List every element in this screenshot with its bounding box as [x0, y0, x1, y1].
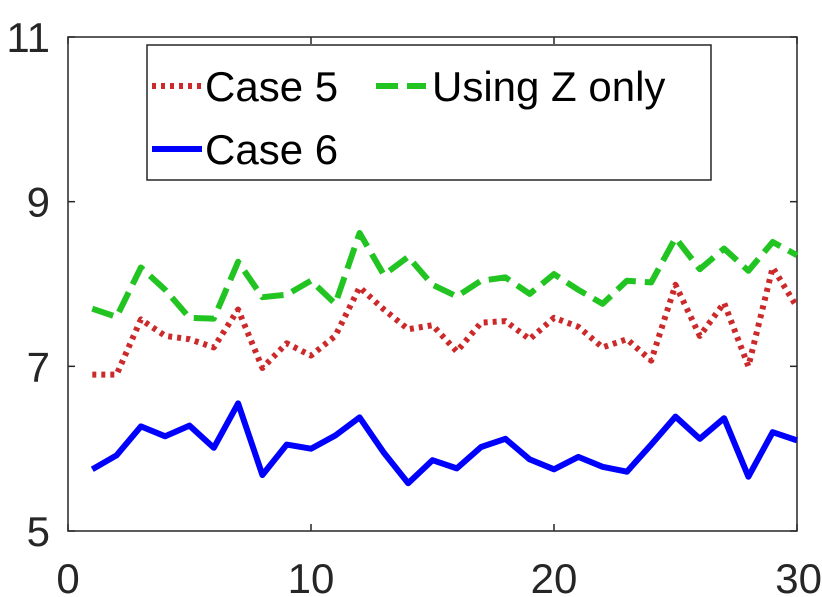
y-tick-label: 7 [27, 343, 50, 390]
y-tick-label: 11 [6, 14, 50, 61]
axis-ticks: 0 10 20 30 5 7 9 11 [6, 14, 822, 597]
x-tick-label: 20 [531, 555, 578, 597]
series-line [92, 264, 800, 378]
series-using-z-only [91, 230, 799, 322]
y-tick-label: 9 [27, 179, 50, 226]
legend: Case 5 Using Z only Case 6 [146, 44, 712, 181]
x-tick-label: 10 [288, 555, 335, 597]
series-case-6 [90, 400, 798, 487]
legend-label: Case 6 [205, 126, 338, 173]
legend-label: Using Z only [432, 63, 665, 110]
series-layer [90, 230, 800, 487]
plot-frame [67, 36, 798, 532]
legend-label: Case 5 [205, 63, 338, 110]
legend-box [146, 44, 712, 181]
series-case-5 [92, 264, 800, 378]
series-line [90, 400, 798, 487]
x-tick-label: 0 [56, 555, 79, 597]
series-line [91, 230, 799, 322]
y-tick-label: 5 [27, 508, 50, 555]
plot-border [67, 36, 798, 532]
x-tick-label: 30 [775, 555, 822, 597]
